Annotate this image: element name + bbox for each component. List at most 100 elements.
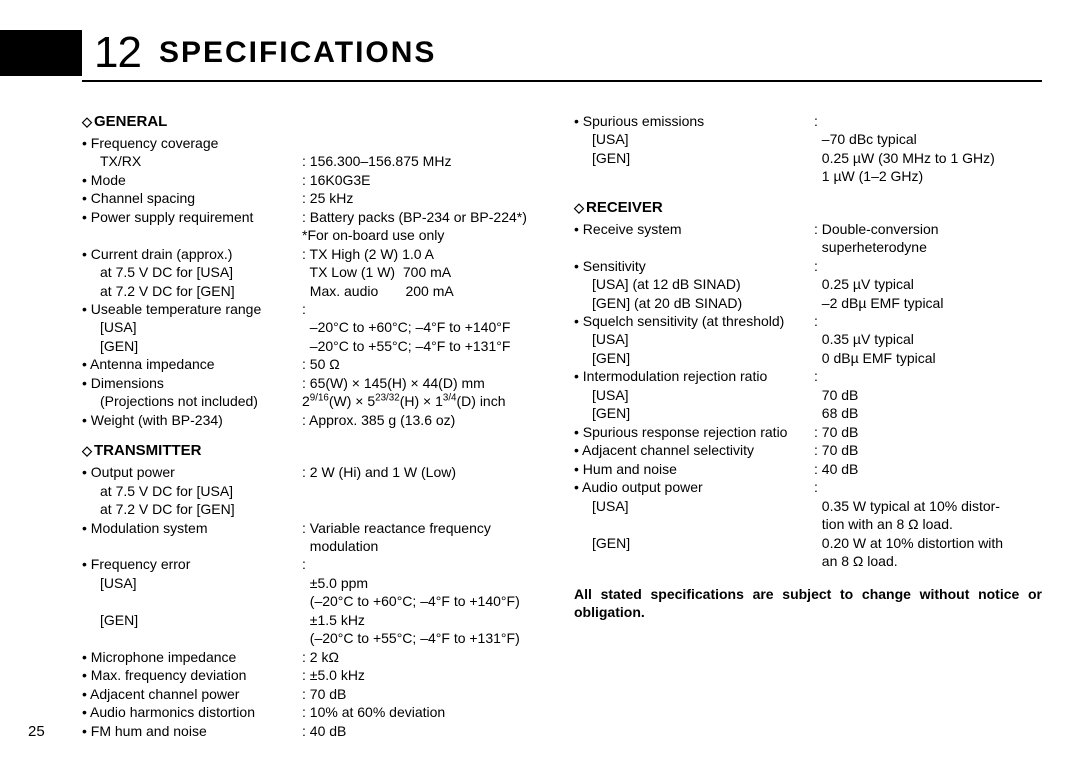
spec-sublabel: at 7.2 V DC for [GEN]: [82, 500, 302, 518]
spec-label: • Current drain (approx.): [82, 245, 302, 263]
left-column: ◇GENERAL • Frequency coverage TX/RX: 156…: [82, 112, 550, 740]
spec-value: –20°C to +60°C; –4°F to +140°F: [302, 318, 550, 336]
spec-value: 68 dB: [814, 404, 1042, 422]
spec-sublabel: [USA]: [574, 130, 814, 148]
spec-sublabel: [USA]: [574, 497, 814, 515]
spec-label: • Useable temperature range: [82, 300, 302, 318]
spec-value: 0.25 µV typical: [814, 275, 1042, 293]
spec-label: • Output power: [82, 463, 302, 481]
spec-label: • Mode: [82, 171, 302, 189]
spec-sublabel: (Projections not included): [82, 392, 302, 410]
spec-value: : 65(W) × 145(H) × 44(D) mm: [302, 374, 550, 392]
spec-value: :: [814, 112, 1042, 130]
spec-label: • Squelch sensitivity (at threshold): [574, 312, 814, 330]
spec-label: • Max. frequency deviation: [82, 666, 302, 684]
spec-label: • Adjacent channel selectivity: [574, 441, 814, 459]
spec-value: : 25 kHz: [302, 189, 550, 207]
spec-value: : 70 dB: [814, 423, 1042, 441]
spec-value: ±1.5 kHz: [302, 611, 550, 629]
spec-value: : Double-conversion: [814, 220, 1042, 238]
spec-value: : Variable reactance frequency: [302, 519, 550, 537]
spec-value: : Approx. 385 g (13.6 oz): [302, 411, 550, 429]
section-receiver: ◇RECEIVER: [574, 198, 1042, 218]
section-title: TRANSMITTER: [94, 442, 202, 459]
spec-value: 0.20 W at 10% distortion with: [814, 534, 1042, 552]
spec-value: : ±5.0 kHz: [302, 666, 550, 684]
spec-label: • Power supply requirement: [82, 208, 302, 226]
spec-value: –70 dBc typical: [814, 130, 1042, 148]
section-transmitter: ◇TRANSMITTER: [82, 441, 550, 461]
chapter-title: SPECIFICATIONS: [159, 36, 436, 70]
spec-label: • Frequency coverage: [82, 134, 302, 152]
spec-sublabel: at 7.5 V DC for [USA]: [82, 263, 302, 281]
page-number: 25: [28, 723, 45, 740]
spec-value: *For on-board use only: [302, 226, 550, 244]
content-columns: ◇GENERAL • Frequency coverage TX/RX: 156…: [0, 82, 1080, 740]
spec-label: • Audio harmonics distortion: [82, 703, 302, 721]
chapter-number: 12: [94, 28, 141, 78]
spec-value: : 2 kΩ: [302, 648, 550, 666]
spec-value: 0.35 W typical at 10% distor-: [814, 497, 1042, 515]
spec-value: : 70 dB: [814, 441, 1042, 459]
spec-value: :: [814, 478, 1042, 496]
spec-value: Max. audio 200 mA: [302, 282, 550, 300]
spec-value: :: [814, 312, 1042, 330]
spec-sublabel: [GEN]: [574, 349, 814, 367]
header-bar: [0, 30, 82, 76]
spec-value: :: [814, 367, 1042, 385]
spec-value: TX Low (1 W) 700 mA: [302, 263, 550, 281]
spec-value: 29/16(W) × 523/32(H) × 13/4(D) inch: [302, 392, 550, 410]
spec-label: • Receive system: [574, 220, 814, 238]
right-column: • Spurious emissions: [USA] –70 dBc typi…: [574, 112, 1042, 740]
diamond-icon: ◇: [82, 114, 92, 129]
spec-value: modulation: [302, 537, 550, 555]
spec-sublabel: [USA]: [82, 574, 302, 592]
spec-label: • Channel spacing: [82, 189, 302, 207]
spec-sublabel: [GEN]: [82, 337, 302, 355]
spec-label: • Dimensions: [82, 374, 302, 392]
disclaimer-text: All stated specifications are subject to…: [574, 585, 1042, 623]
spec-sublabel: at 7.2 V DC for [GEN]: [82, 282, 302, 300]
spec-value: : 10% at 60% deviation: [302, 703, 550, 721]
spec-value: –20°C to +55°C; –4°F to +131°F: [302, 337, 550, 355]
page-header: 12 SPECIFICATIONS: [0, 0, 1080, 78]
spec-sublabel: [GEN]: [574, 404, 814, 422]
spec-value: : 40 dB: [302, 722, 550, 740]
spec-label: • Modulation system: [82, 519, 302, 537]
spec-value: –2 dBµ EMF typical: [814, 294, 1042, 312]
spec-sublabel: [GEN]: [82, 611, 302, 629]
spec-label: • Sensitivity: [574, 257, 814, 275]
diamond-icon: ◇: [82, 443, 92, 458]
spec-value: (–20°C to +55°C; –4°F to +131°F): [302, 629, 550, 647]
spec-label: • Hum and noise: [574, 460, 814, 478]
spec-value: tion with an 8 Ω load.: [814, 515, 1042, 533]
spec-label: • Spurious response rejection ratio: [574, 423, 814, 441]
spec-value: : 2 W (Hi) and 1 W (Low): [302, 463, 550, 481]
spec-value: 0.25 µW (30 MHz to 1 GHz): [814, 149, 1042, 167]
spec-sublabel: [USA]: [82, 318, 302, 336]
spec-label: • Adjacent channel power: [82, 685, 302, 703]
spec-sublabel: [GEN]: [574, 534, 814, 552]
spec-value: 0.35 µV typical: [814, 330, 1042, 348]
spec-label: • Antenna impedance: [82, 355, 302, 373]
spec-sublabel: [USA]: [574, 330, 814, 348]
spec-label: • Intermodulation rejection ratio: [574, 367, 814, 385]
spec-label: • Weight (with BP-234): [82, 411, 302, 429]
spec-value: : TX High (2 W) 1.0 A: [302, 245, 550, 263]
spec-value: 70 dB: [814, 386, 1042, 404]
spec-label: • FM hum and noise: [82, 722, 302, 740]
spec-sublabel: TX/RX: [82, 152, 302, 170]
spec-value: 0 dBµ EMF typical: [814, 349, 1042, 367]
spec-sublabel: [USA] (at 12 dB SINAD): [574, 275, 814, 293]
spec-value: an 8 Ω load.: [814, 552, 1042, 570]
spec-label: • Microphone impedance: [82, 648, 302, 666]
spec-label: • Spurious emissions: [574, 112, 814, 130]
spec-value: :: [814, 257, 1042, 275]
section-general: ◇GENERAL: [82, 112, 550, 132]
spec-value: (–20°C to +60°C; –4°F to +140°F): [302, 592, 550, 610]
spec-value: : 50 Ω: [302, 355, 550, 373]
spec-sublabel: [USA]: [574, 386, 814, 404]
spec-value: : 40 dB: [814, 460, 1042, 478]
spec-value: 1 µW (1–2 GHz): [814, 167, 1042, 185]
spec-value: : 70 dB: [302, 685, 550, 703]
